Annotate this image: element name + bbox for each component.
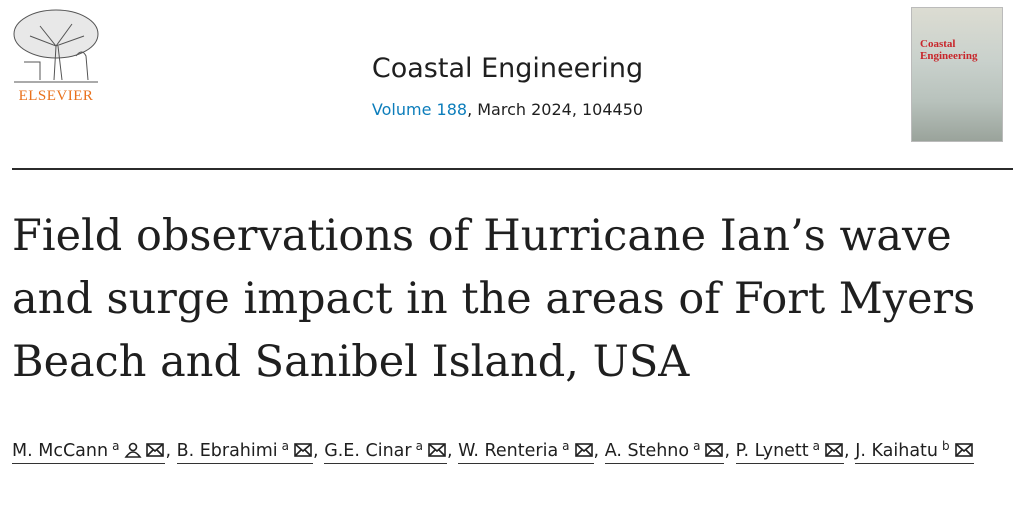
author[interactable]: A. Stehno a [604,439,725,464]
journal-name[interactable]: Coastal Engineering [371,53,644,84]
author[interactable]: P. Lynett a [735,439,845,464]
affiliation[interactable]: b [942,439,950,453]
separator: , [593,441,600,461]
email-icon[interactable] [574,442,594,458]
divider [12,168,1013,170]
author[interactable]: G.E. Cinar a [324,439,447,464]
email-icon[interactable] [145,442,165,458]
publisher-name: ELSEVIER [18,88,94,104]
affiliation[interactable]: a [562,439,570,453]
email-icon[interactable] [824,442,844,458]
author[interactable]: B. Ebrahimi a [176,439,314,464]
author-name[interactable]: P. Lynett [735,441,809,461]
separator: , [844,441,850,461]
author-name[interactable]: M. McCann [12,441,109,461]
email-icon[interactable] [954,442,974,458]
author[interactable]: M. McCann a [12,439,166,464]
author-list: M. McCann a, B. Ebrahimi a, G.E. Cinar a, W… [12,428,1017,469]
separator: , [724,441,731,461]
separator: , [446,441,453,461]
author-name[interactable]: W. Renteria [458,441,559,461]
author-name[interactable]: G.E. Cinar [324,441,412,461]
journal-cover[interactable]: Coastal Engineering [911,7,1003,142]
volume-link[interactable]: Volume 188 [371,100,468,119]
email-icon[interactable] [704,442,724,458]
affiliation[interactable]: a [693,439,701,453]
email-icon[interactable] [293,442,313,458]
author[interactable]: J. Kaihatu b [855,439,974,464]
article-title: Field observations of Hurricane Ian’s wa… [12,211,976,387]
author-name[interactable]: J. Kaihatu [855,441,938,461]
author-name[interactable]: B. Ebrahimi [176,441,278,461]
affiliation[interactable]: a [812,439,821,453]
author[interactable]: W. Renteria a [458,439,594,464]
separator: , [313,441,319,461]
affiliation[interactable]: a [415,439,423,453]
journal-info: Volume 188, March 2024, 104450 [250,100,765,119]
publisher-logo [13,9,99,83]
email-icon[interactable] [427,442,447,458]
separator: , [165,441,172,461]
issue-info: , March 2024, 104450 [467,100,644,119]
cover-title: Coastal Engineering [920,38,978,62]
affiliation[interactable]: a [112,439,120,453]
affiliation[interactable]: a [281,439,290,453]
author-name[interactable]: A. Stehno [604,441,690,461]
author-profile-icon[interactable] [123,442,143,458]
